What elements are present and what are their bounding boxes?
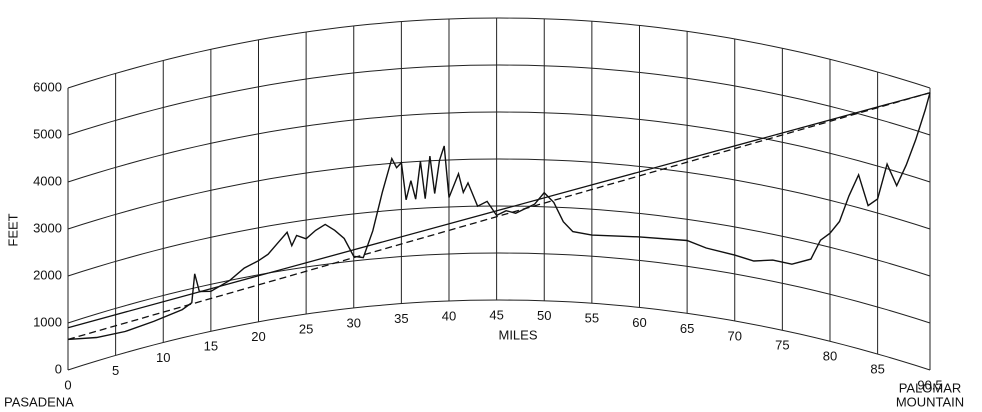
x-tick-label: 45 (489, 307, 503, 322)
grid-line (67, 64, 931, 136)
sight-line (67, 92, 931, 329)
grid-line (67, 158, 931, 230)
y-tick-label: 5000 (33, 126, 62, 141)
x-tick-label: 10 (156, 350, 170, 365)
sight-line (67, 92, 931, 341)
x-tick-label: 25 (299, 321, 313, 336)
x-tick-label: 30 (347, 315, 361, 330)
x-tick-label: 60 (632, 315, 646, 330)
x-tick-label: 15 (204, 339, 218, 354)
x-tick-label: 55 (585, 311, 599, 326)
x-tick-label: 90.5 (917, 377, 942, 392)
x-tick-label: 0 (64, 377, 71, 392)
x-tick-label: 40 (442, 308, 456, 323)
y-tick-label: 6000 (33, 79, 62, 94)
x-axis-label: MILES (498, 327, 537, 342)
end-label: MOUNTAIN (896, 394, 964, 409)
x-tick-label: 5 (112, 363, 119, 378)
x-tick-label: 75 (775, 338, 789, 353)
x-tick-label: 35 (394, 311, 408, 326)
y-tick-label: 0 (55, 361, 62, 376)
grid-line (67, 111, 931, 183)
x-tick-label: 80 (823, 349, 837, 364)
grid-line (67, 299, 931, 371)
end-label: PALOMAR (899, 380, 962, 395)
y-axis-label: FEET (5, 213, 20, 246)
x-tick-label: 85 (870, 361, 884, 376)
x-tick-label: 70 (728, 328, 742, 343)
y-tick-label: 3000 (33, 220, 62, 235)
x-tick-label: 50 (537, 308, 551, 323)
y-tick-label: 1000 (33, 314, 62, 329)
start-label: PASADENA (4, 394, 74, 409)
terrain-profile (67, 92, 931, 341)
grid-line (67, 252, 931, 324)
grid-line (67, 17, 931, 89)
x-tick-label: 20 (251, 329, 265, 344)
x-tick-label: 65 (680, 321, 694, 336)
y-tick-label: 4000 (33, 173, 62, 188)
grid-line (67, 205, 931, 277)
y-tick-label: 2000 (33, 267, 62, 282)
